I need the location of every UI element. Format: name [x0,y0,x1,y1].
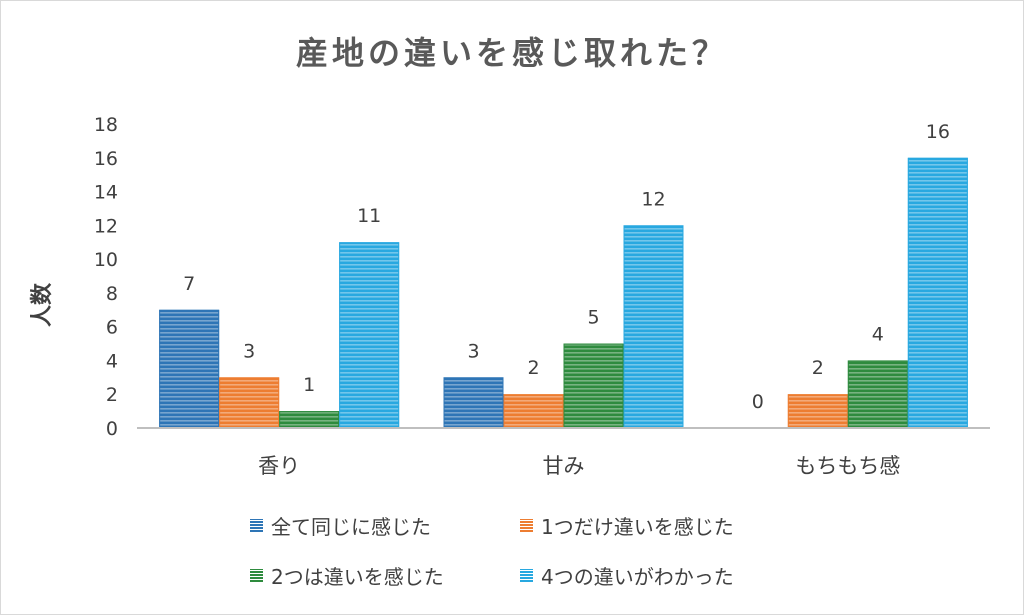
y-tick-label: 12 [94,215,118,237]
y-tick-label: 16 [94,148,118,170]
data-label: 2 [812,357,824,379]
legend-swatch [250,568,263,582]
bar-pattern [503,394,564,428]
legend-label: 4つの違いがわかった [541,564,734,589]
legend-label: 全て同じに感じた [271,514,431,539]
data-label: 5 [587,307,599,329]
data-label: 3 [243,340,255,362]
bar-pattern [847,360,908,428]
bar-pattern [159,309,220,428]
chart-title: 産地の違いを感じ取れた？ [295,34,728,72]
bar-pattern [787,394,848,428]
legend-item: 4つの違いがわかった [520,560,810,590]
legend-swatch [250,518,263,532]
data-label: 16 [926,121,950,143]
legend: 全て同じに感じた 1つだけ違いを感じた 2つは違いを感じた 4つの違いがわかった [250,510,810,590]
x-tick-label: もちもち感 [795,454,900,478]
legend-label: 2つは違いを感じた [271,564,444,589]
y-tick-label: 14 [94,182,118,204]
data-label: 4 [872,323,884,345]
bar-pattern [563,343,624,428]
bar-pattern [907,157,968,428]
legend-item: 1つだけ違いを感じた [520,510,810,540]
legend-label: 1つだけ違いを感じた [541,514,734,539]
y-tick-label: 6 [106,317,118,339]
legend-swatch [520,568,533,582]
x-tick-label: 香り [258,454,300,478]
data-label: 1 [303,374,315,396]
data-label: 12 [641,188,665,210]
data-label: 11 [357,205,381,227]
x-tick-label: 甘み [543,454,585,478]
y-tick-label: 2 [106,384,118,406]
legend-item: 全て同じに感じた [250,510,520,540]
data-label: 7 [183,273,195,295]
y-tick-label: 0 [106,418,118,440]
y-tick-label: 10 [94,249,118,271]
bar-pattern [443,377,504,428]
legend-swatch [520,518,533,532]
bar-pattern [279,411,340,428]
bar-pattern [219,377,280,428]
y-tick-label: 4 [106,350,118,372]
y-tick-label: 8 [106,283,118,305]
bar-pattern [339,242,400,428]
data-label: 2 [527,357,539,379]
bar-pattern [623,225,684,428]
y-tick-label: 18 [94,114,118,136]
data-label: 3 [467,340,479,362]
legend-item: 2つは違いを感じた [250,560,520,590]
data-label: 0 [752,391,764,413]
